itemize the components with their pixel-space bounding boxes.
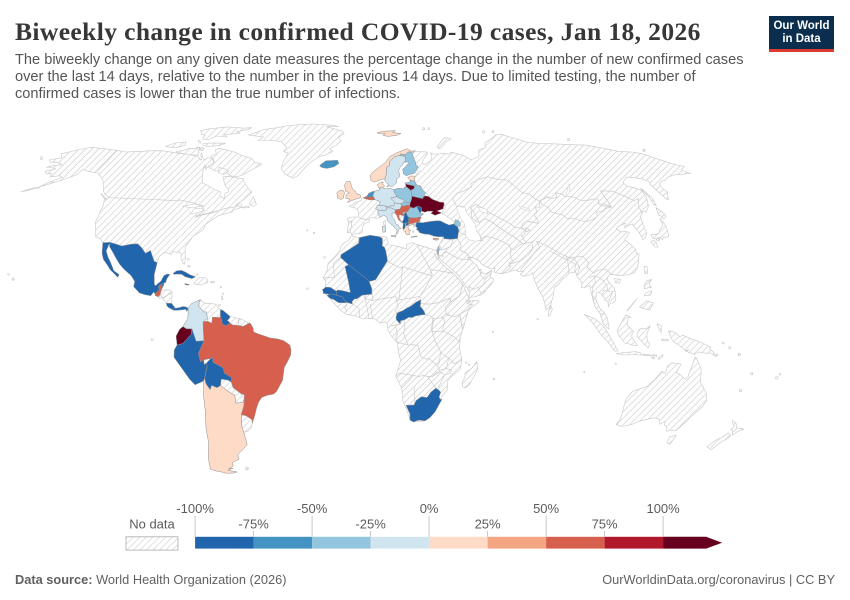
svg-text:0%: 0%: [420, 501, 439, 516]
svg-text:25%: 25%: [475, 517, 501, 532]
svg-text:-50%: -50%: [297, 501, 328, 516]
svg-text:50%: 50%: [533, 501, 559, 516]
svg-text:-25%: -25%: [355, 517, 386, 532]
svg-text:100%: 100%: [646, 501, 680, 516]
svg-text:-75%: -75%: [238, 517, 269, 532]
svg-text:No data: No data: [129, 517, 175, 532]
svg-text:75%: 75%: [592, 517, 618, 532]
svg-text:-100%: -100%: [176, 501, 214, 516]
